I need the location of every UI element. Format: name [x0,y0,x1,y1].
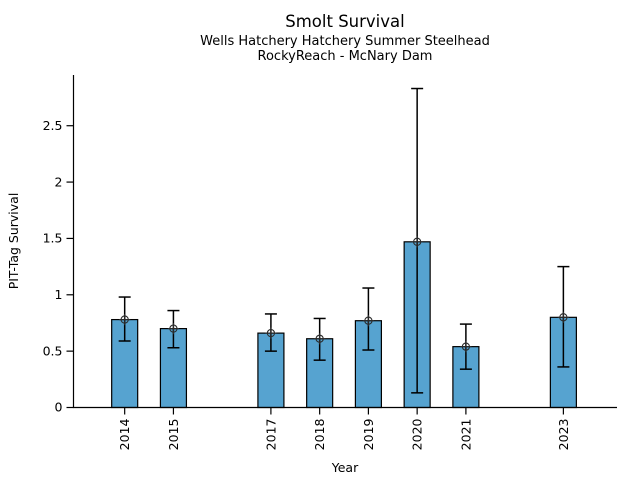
x-tick-label: 2023 [556,419,571,451]
x-tick-label: 2019 [361,418,376,450]
markers-layer [119,236,569,353]
bars-layer [111,241,577,409]
x-tick-label: 2018 [312,418,327,450]
y-tick-label: 2.5 [43,118,63,133]
x-tick-label: 2021 [458,419,473,451]
x-tick-label: 2017 [263,419,278,451]
chart-title: Smolt Survival [285,12,404,31]
chart-subtitle-line-2: RockyReach - McNary Dam [258,49,433,64]
y-axis-label: PIT-Tag Survival [6,193,21,290]
y-tick-label: 1.5 [43,231,63,246]
x-tick-label: 2020 [410,418,425,450]
y-tick-label: 1 [55,287,63,302]
point-marker-icon [557,311,569,323]
y-tick-label: 2 [55,174,63,189]
x-tick-label: 2015 [166,419,181,451]
bar-2018 [306,338,334,409]
x-axis-label: Year [331,460,359,475]
point-marker-icon [362,315,375,327]
point-marker-icon [119,313,131,326]
y-tick-label: 0 [55,400,63,415]
point-marker-icon [265,327,277,339]
chart-subtitle-line-1: Wells Hatchery Hatchery Summer Steelhead [200,34,490,49]
x-tick-label: 2014 [117,418,132,450]
point-marker-icon [411,236,423,248]
y-tick-label: 0.5 [43,343,63,358]
axes-layer: 0 0.5 1 1.5 2 2.5 2014 2015 2017 2018 2019 2020 2021… [43,75,617,450]
point-marker-icon [460,341,472,353]
point-marker-icon [167,323,180,335]
point-marker-icon [314,333,326,345]
